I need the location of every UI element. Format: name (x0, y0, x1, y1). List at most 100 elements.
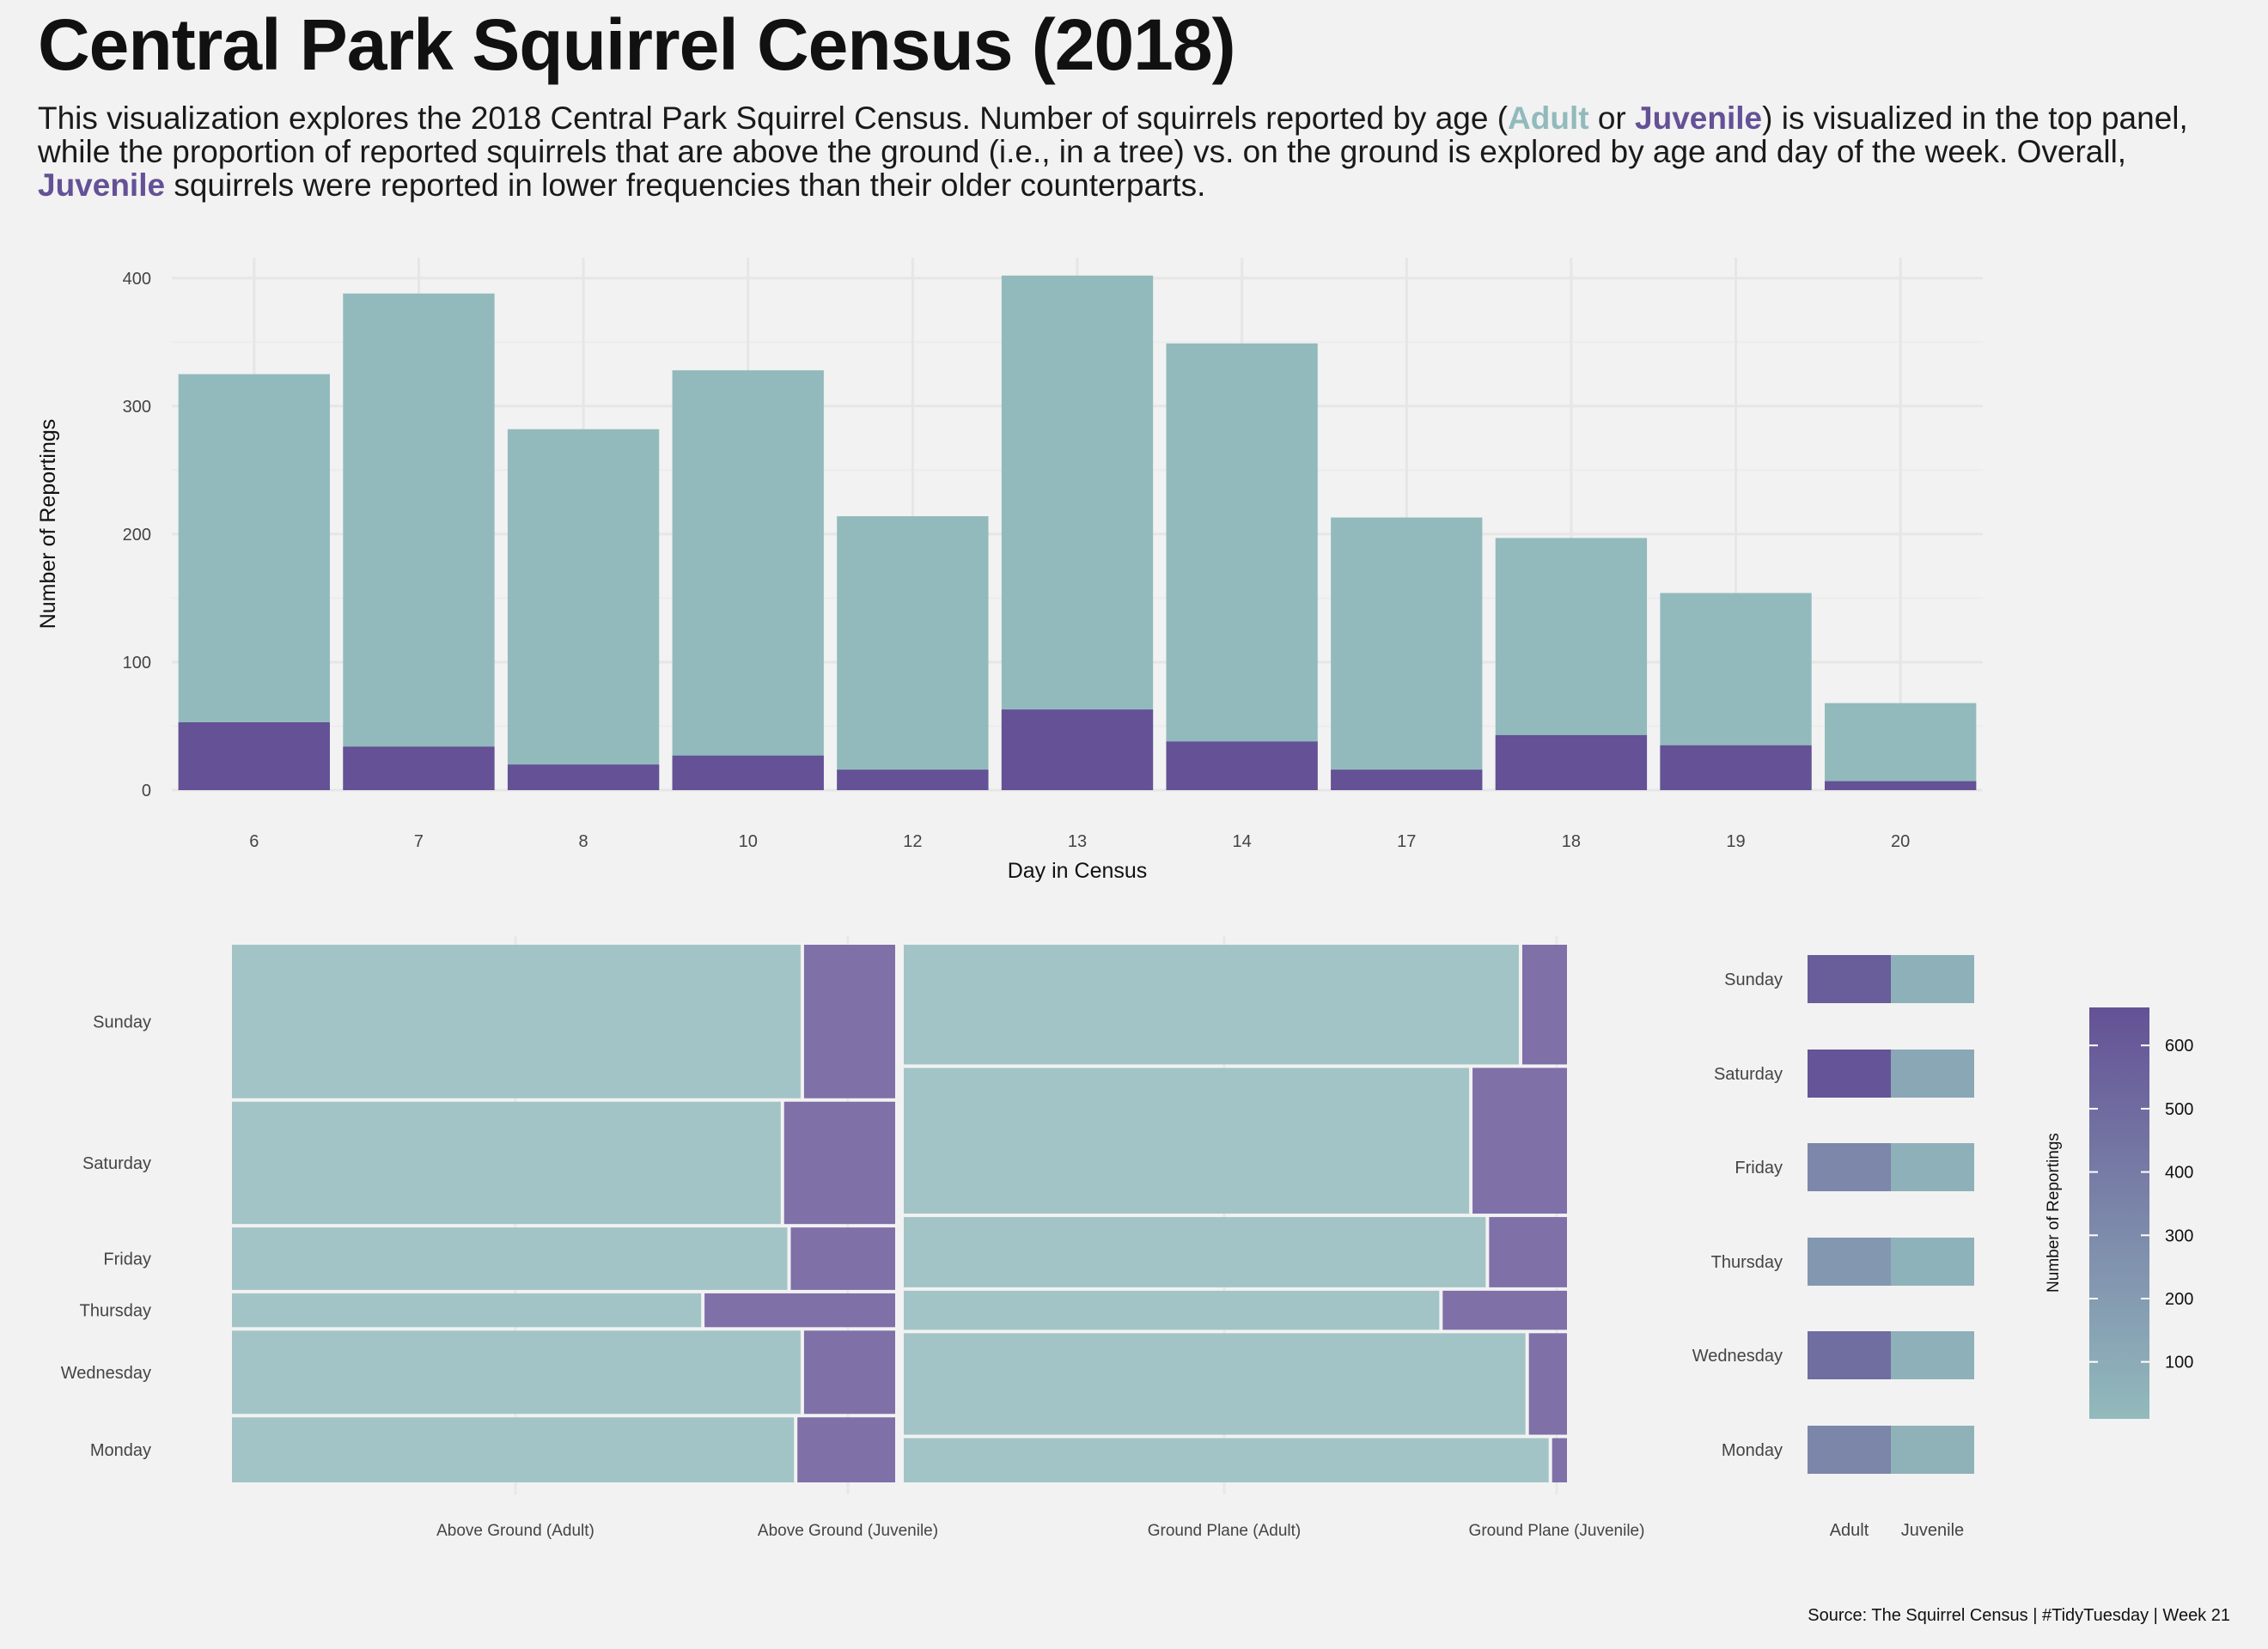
mosaic-cell-juvenile (1521, 945, 1567, 1065)
mosaic-cell-adult (904, 1068, 1470, 1214)
x-tick-label: 18 (1562, 832, 1581, 851)
bar-juvenile (672, 755, 824, 790)
bar-juvenile (837, 770, 989, 790)
x-tick-label: 8 (579, 832, 588, 851)
mosaic-cell-juvenile (1472, 1068, 1567, 1214)
mosaic-cell-adult (904, 1333, 1526, 1435)
subtitle-text-4: squirrels were reported in lower frequen… (165, 167, 1206, 203)
y-tick-label: 0 (142, 782, 151, 800)
y-axis-title: Number of Reportings (36, 419, 60, 630)
mosaic-cell-juvenile (1442, 1290, 1567, 1330)
mosaic-row-label: Monday (90, 1441, 151, 1460)
x-tick-label: 20 (1891, 832, 1910, 851)
mosaic-cell-adult (232, 945, 801, 1098)
mosaic-cell-juvenile (803, 1330, 895, 1415)
mosaic-cell-adult (904, 1438, 1549, 1482)
heatmap-cell (1891, 1426, 1974, 1474)
x-tick-label: 12 (903, 832, 922, 851)
subtitle-juvenile-2: Juvenile (38, 167, 166, 203)
legend-tick-label: 300 (2165, 1226, 2193, 1245)
heatmap-row-label: Wednesday (1692, 1347, 1783, 1366)
mosaic-cell-juvenile (790, 1227, 895, 1290)
bar-juvenile (1001, 709, 1154, 790)
x-tick-label: 17 (1397, 832, 1416, 851)
bar-juvenile (507, 764, 660, 790)
bar-adult (178, 374, 330, 790)
mosaic-col-label: Above Ground (Adult) (436, 1522, 594, 1540)
bar-juvenile (1166, 741, 1318, 790)
legend-tick-label: 400 (2165, 1164, 2193, 1183)
bar-adult (672, 370, 824, 790)
mosaic-cell-adult (232, 1101, 781, 1225)
mosaic-cell-adult (232, 1330, 801, 1415)
mosaic-row-label: Wednesday (61, 1364, 151, 1383)
y-tick-label: 300 (123, 398, 151, 417)
subtitle-text-3: ) is visualized in the top panel, while … (38, 100, 2188, 169)
y-tick-label: 200 (123, 526, 151, 545)
subtitle-adult: Adult (1508, 100, 1589, 136)
heatmap-row-label: Monday (1722, 1441, 1783, 1460)
legend-tick-label: 100 (2165, 1354, 2193, 1372)
legend-tick-label: 200 (2165, 1290, 2193, 1309)
heatmap-cell (1891, 955, 1974, 1003)
heatmap-row-label: Friday (1735, 1159, 1783, 1177)
heatmap-row-label: Saturday (1714, 1065, 1783, 1084)
mosaic-cell-juvenile (803, 945, 895, 1098)
mosaic-cell-juvenile (704, 1293, 895, 1328)
bar-adult (1001, 275, 1154, 791)
chart-subtitle: This visualization explores the 2018 Cen… (38, 101, 2237, 202)
legend-colorbar (2089, 1007, 2149, 1419)
mosaic-row-label: Saturday (82, 1154, 151, 1173)
heatmap-row-label: Sunday (1724, 971, 1783, 989)
heatmap-cell (1891, 1050, 1974, 1098)
bar-adult (343, 293, 495, 790)
heatmap-cell (1808, 1426, 1891, 1474)
bar-juvenile (1495, 734, 1648, 790)
source-caption: Source: The Squirrel Census | #TidyTuesd… (1808, 1606, 2230, 1625)
bar-juvenile (1331, 770, 1483, 790)
heatmap-cell (1808, 1238, 1891, 1286)
subtitle-juvenile: Juvenile (1635, 100, 1763, 136)
mosaic-row-label: Sunday (93, 1013, 151, 1031)
x-tick-label: 19 (1726, 832, 1745, 851)
mosaic-cell-juvenile (1489, 1217, 1567, 1287)
heatmap-cell (1808, 1050, 1891, 1098)
y-tick-label: 100 (123, 654, 151, 672)
subtitle-text-2: or (1588, 100, 1636, 136)
mosaic-cell-juvenile (1528, 1333, 1567, 1435)
bar-juvenile (343, 746, 495, 790)
mosaic-row-label: Friday (103, 1250, 151, 1269)
heatmap-cell (1891, 1238, 1974, 1286)
bar-adult (1331, 517, 1483, 790)
mosaic-row-label: Thursday (80, 1302, 151, 1321)
mosaic-col-label: Above Ground (Juvenile) (758, 1522, 938, 1540)
mosaic-cell-adult (232, 1227, 788, 1290)
heatmap-cell (1808, 1143, 1891, 1191)
heatmap-row-label: Thursday (1711, 1253, 1783, 1272)
mosaic-cell-adult (232, 1293, 702, 1328)
mosaic-cell-adult (904, 1217, 1486, 1287)
legend-tick-label: 500 (2165, 1100, 2193, 1119)
bar-chart: 0 100 200 300 400 6 7 8 10 12 13 14 17 18 19 20 Day in C… (36, 258, 1983, 883)
mosaic-cell-adult (232, 1417, 795, 1482)
bar-juvenile (1825, 781, 1977, 790)
heatmap-cell (1891, 1143, 1974, 1191)
mosaic-cell-adult (904, 945, 1519, 1065)
mosaic-col-label: Ground Plane (Juvenile) (1469, 1522, 1645, 1540)
x-tick-label: 13 (1068, 832, 1087, 851)
x-tick-label: 14 (1233, 832, 1252, 851)
x-axis-title: Day in Census (1008, 859, 1148, 883)
mosaic-col-label: Ground Plane (Adult) (1148, 1522, 1302, 1540)
bar-adult (507, 429, 660, 790)
heatmap-col-label: Juvenile (1901, 1521, 1964, 1540)
x-tick-label: 10 (739, 832, 758, 851)
heatmap-cell (1891, 1331, 1974, 1379)
legend-tick-label: 600 (2165, 1037, 2193, 1056)
bar-juvenile (1660, 745, 1812, 790)
bar-adult (1825, 703, 1977, 790)
x-tick-label: 7 (414, 832, 424, 851)
heatmap-col-label: Adult (1830, 1521, 1869, 1540)
bar-juvenile (178, 722, 330, 790)
